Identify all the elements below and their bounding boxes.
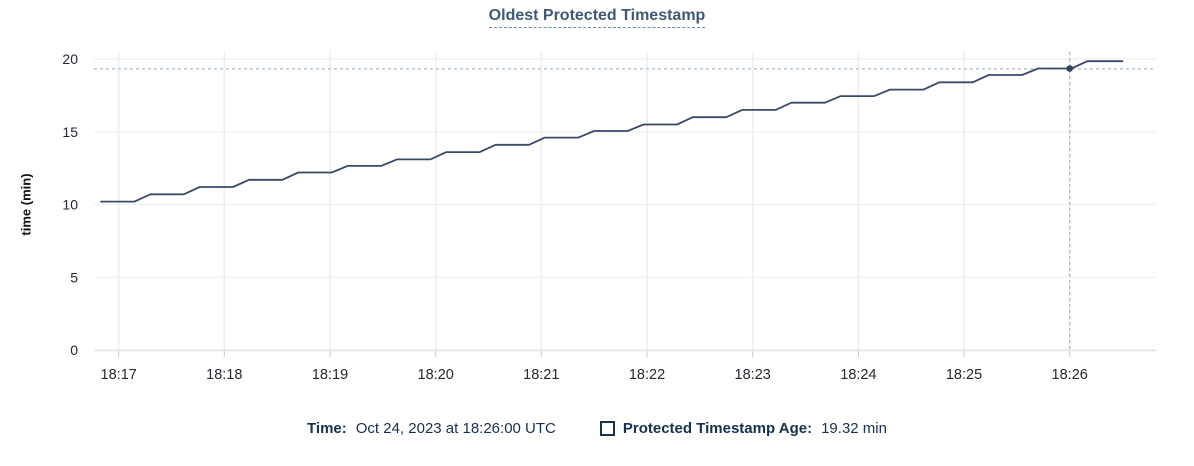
y-tick-label: 15 bbox=[62, 124, 78, 140]
y-tick-label: 20 bbox=[62, 51, 78, 67]
series-checkbox-icon[interactable] bbox=[599, 421, 615, 436]
x-tick-label: 18:18 bbox=[206, 367, 242, 383]
chart-legend: Time: Oct 24, 2023 at 18:26:00 UTC Prote… bbox=[0, 420, 1194, 437]
x-tick-label: 18:22 bbox=[629, 367, 665, 383]
x-tick-label: 18:19 bbox=[312, 367, 348, 383]
chart-header: Oldest Protected Timestamp bbox=[0, 7, 1194, 28]
chart-title[interactable]: Oldest Protected Timestamp bbox=[488, 7, 706, 28]
x-tick-label: 18:26 bbox=[1052, 367, 1088, 383]
legend-series-value: 19.32 min bbox=[821, 420, 887, 437]
legend-time: Time: Oct 24, 2023 at 18:26:00 UTC bbox=[307, 420, 556, 437]
legend-time-label: Time: bbox=[307, 420, 347, 437]
x-tick-label: 18:21 bbox=[523, 367, 559, 383]
y-tick-label: 0 bbox=[70, 342, 78, 358]
y-tick-label: 5 bbox=[70, 269, 78, 285]
legend-series-toggle[interactable]: Protected Timestamp Age: 19.32 min bbox=[599, 420, 887, 437]
x-tick-label: 18:25 bbox=[946, 367, 982, 383]
x-tick-label: 18:20 bbox=[418, 367, 454, 383]
x-tick-label: 18:24 bbox=[840, 367, 876, 383]
x-tick-label: 18:23 bbox=[735, 367, 771, 383]
legend-series-label: Protected Timestamp Age: bbox=[622, 420, 813, 437]
series-line bbox=[100, 60, 1124, 203]
legend-time-value: Oct 24, 2023 at 18:26:00 UTC bbox=[355, 420, 556, 437]
x-tick-label: 18:17 bbox=[101, 367, 137, 383]
data-point-marker bbox=[1066, 65, 1073, 72]
y-tick-label: 10 bbox=[62, 197, 78, 213]
